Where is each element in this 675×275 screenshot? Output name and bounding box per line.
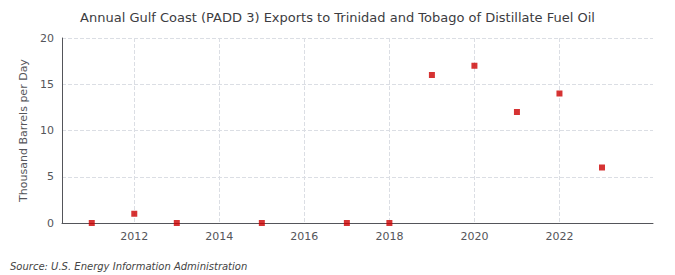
svg-text:2022: 2022 [545,230,573,243]
svg-text:2016: 2016 [290,230,318,243]
svg-text:10: 10 [40,124,54,137]
svg-text:Source: U.S. Energy Informatio: Source: U.S. Energy Information Administ… [10,261,247,272]
svg-text:2012: 2012 [120,230,148,243]
svg-text:15: 15 [40,78,54,91]
svg-text:2014: 2014 [205,230,233,243]
svg-text:5: 5 [47,170,54,183]
svg-text:Thousand Barrels per Day: Thousand Barrels per Day [17,59,30,203]
svg-text:2018: 2018 [375,230,403,243]
svg-text:20: 20 [40,32,54,45]
svg-text:Annual Gulf Coast (PADD 3) Exp: Annual Gulf Coast (PADD 3) Exports to Tr… [80,10,595,25]
svg-text:2020: 2020 [460,230,488,243]
svg-text:0: 0 [47,217,54,230]
